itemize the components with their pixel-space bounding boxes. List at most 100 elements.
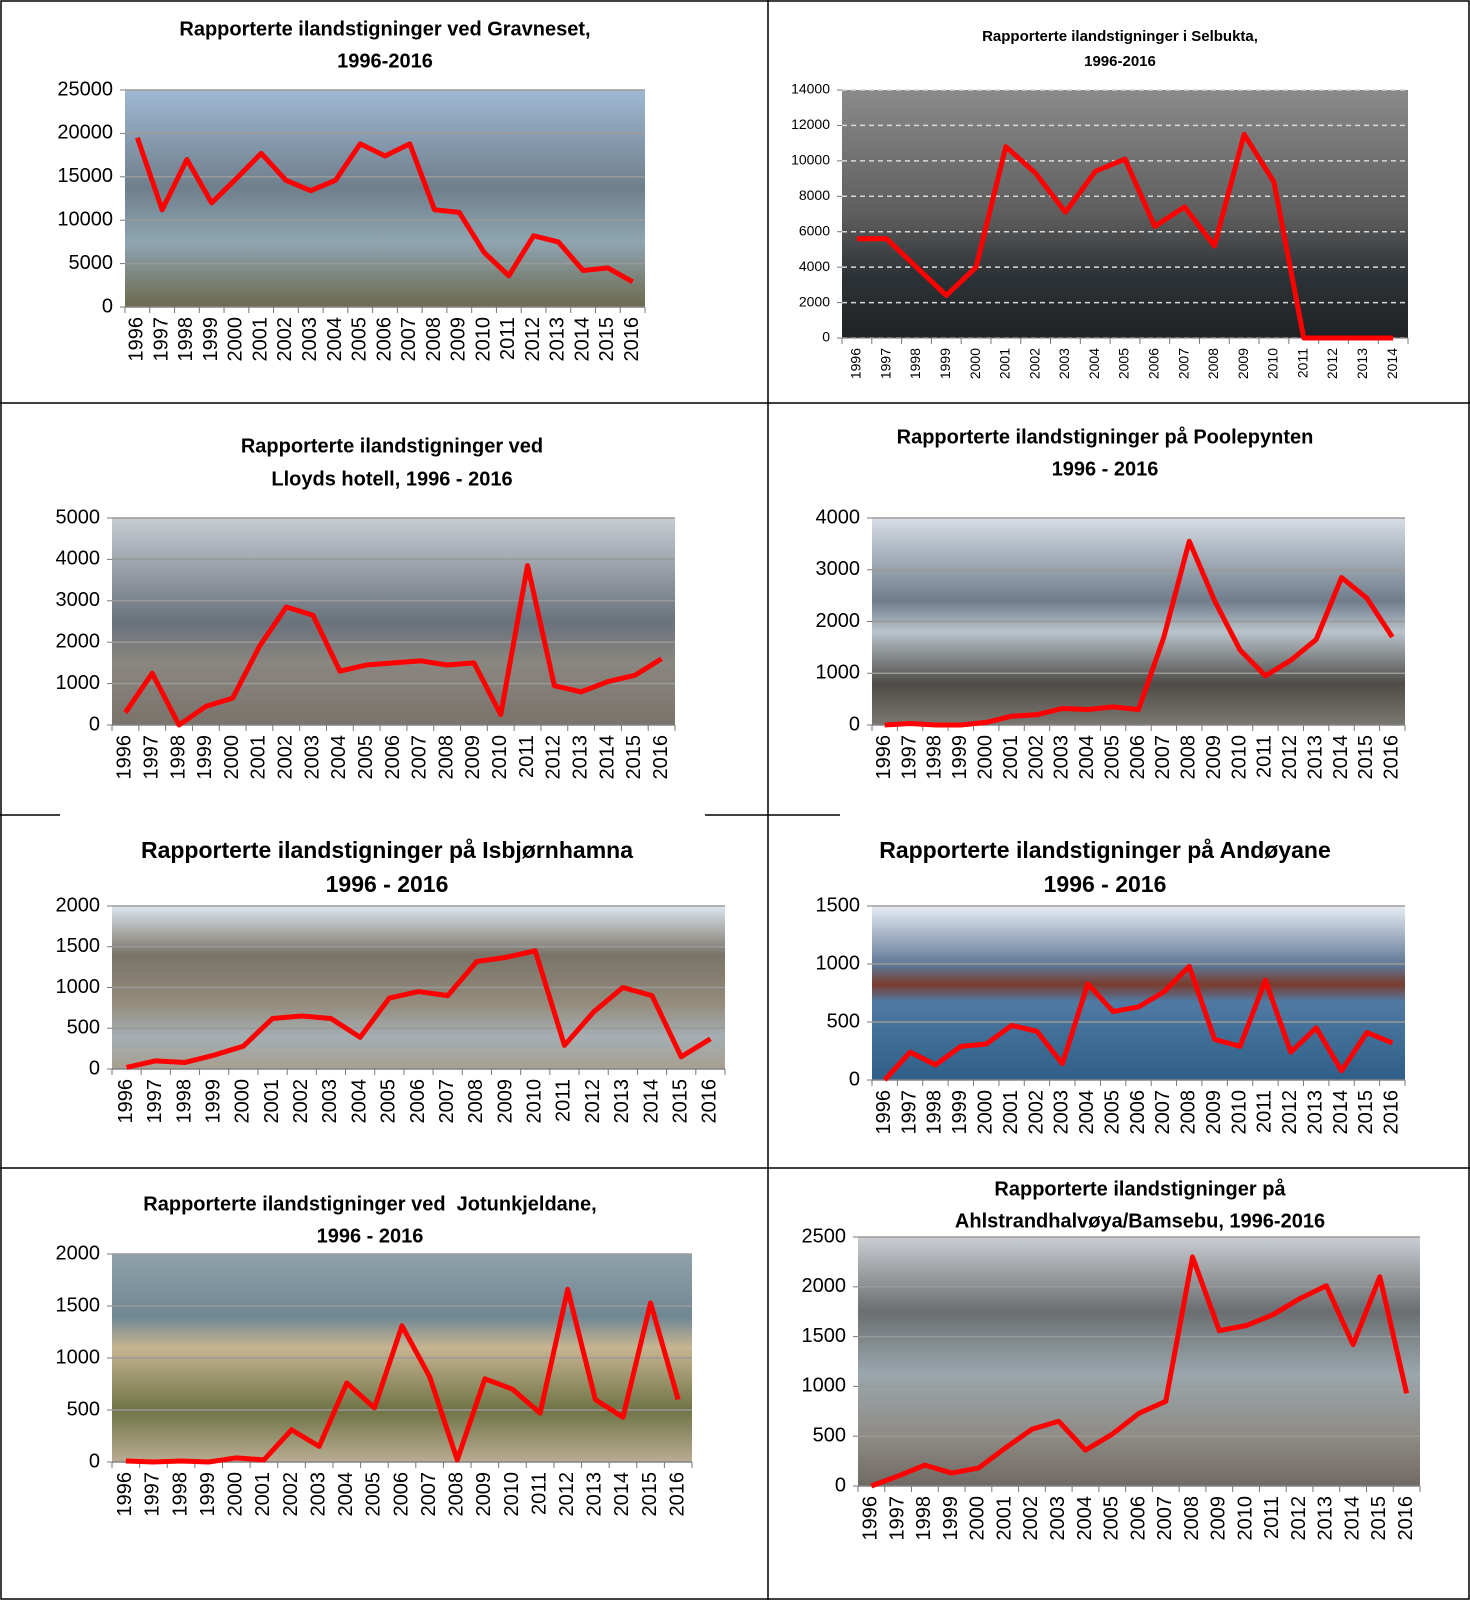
x-tick-label: 2012	[522, 317, 544, 362]
chart-title: Rapporterte ilandstigninger på	[994, 1177, 1286, 1200]
y-tick-label: 20000	[57, 122, 113, 144]
y-tick-label: 25000	[57, 78, 113, 100]
x-tick-label: 2002	[1025, 1090, 1047, 1135]
x-tick-label: 2005	[1101, 1090, 1123, 1135]
y-tick-label: 8000	[799, 187, 830, 203]
x-tick-label: 2015	[596, 317, 618, 362]
x-tick-label: 1997	[877, 348, 893, 379]
chart-title: Lloyds hotell, 1996 - 2016	[271, 468, 512, 490]
x-tick-label: 2005	[1101, 735, 1123, 780]
y-tick-label: 2000	[799, 293, 830, 309]
x-tick-label: 2014	[1384, 348, 1400, 379]
x-tick-label: 2011	[1261, 1496, 1283, 1539]
x-tick-label: 2000	[221, 735, 243, 780]
x-tick-label: 2011	[553, 1079, 575, 1122]
chart: Rapporterte ilandstigninger ved Jotunkje…	[56, 1193, 693, 1517]
x-tick-label: 2016	[650, 735, 672, 780]
x-tick-label: 1996	[126, 317, 148, 362]
x-tick-label: 2013	[1304, 735, 1326, 780]
y-tick-label: 0	[822, 329, 830, 345]
x-tick-label: 1998	[175, 317, 197, 362]
x-tick-label: 1999	[937, 348, 953, 379]
x-tick-label: 2000	[967, 348, 983, 379]
x-tick-label: 2008	[465, 1079, 487, 1124]
chart-title: Rapporterte ilandstigninger ved Gravnese…	[179, 18, 590, 40]
x-tick-label: 2013	[547, 317, 569, 362]
x-tick-label: 2011	[528, 1472, 550, 1515]
y-tick-label: 2000	[56, 630, 101, 652]
x-tick-label: 2010	[1265, 348, 1281, 379]
data-line	[126, 948, 712, 1070]
x-tick-label: 2014	[596, 735, 618, 780]
chart-title: Rapporterte ilandstigninger i Selbukta,	[982, 28, 1258, 45]
chart-title: 1996 - 2016	[326, 871, 449, 897]
x-tick-label: 2012	[1324, 348, 1340, 379]
x-tick-label: 2007	[1154, 1496, 1176, 1541]
chart: Rapporterte ilandstigninger på Andøyane 1…	[816, 837, 1406, 1135]
x-tick-label: 2016	[699, 1079, 721, 1124]
y-tick-label: 12000	[791, 116, 830, 132]
chart-title: Rapporterte ilandstigninger på Andøyane	[879, 837, 1331, 863]
y-tick-label: 6000	[799, 222, 830, 238]
x-tick-label: 2012	[556, 1472, 578, 1517]
x-tick-label: 2002	[1026, 348, 1042, 379]
y-tick-label: 4000	[56, 548, 101, 570]
x-tick-label: 2012	[1279, 1090, 1301, 1135]
x-tick-label: 1998	[167, 735, 189, 780]
x-tick-label: 2005	[1116, 348, 1132, 379]
x-tick-label: 2006	[1145, 348, 1161, 379]
x-tick-label: 2002	[274, 317, 296, 362]
x-tick-label: 2013	[569, 735, 591, 780]
y-tick-label: 10000	[791, 152, 830, 168]
x-tick-label: 2000	[232, 1079, 254, 1124]
x-tick-label: 2008	[423, 317, 445, 362]
y-tick-label: 0	[89, 713, 100, 735]
x-tick-label: 2005	[355, 735, 377, 780]
x-tick-label: 2007	[1175, 348, 1191, 379]
x-tick-label: 1999	[949, 735, 971, 780]
x-tick-label: 2010	[524, 1079, 546, 1124]
x-tick-label: 2006	[1127, 1090, 1149, 1135]
x-tick-label: 2009	[1203, 1090, 1225, 1135]
x-tick-label: 2012	[582, 1079, 604, 1124]
x-tick-label: 2016	[1381, 735, 1403, 780]
x-tick-label: 2006	[390, 1472, 412, 1517]
x-tick-label: 2015	[623, 735, 645, 780]
y-tick-label: 1500	[56, 935, 101, 957]
chart: Rapporterte ilandstigninger ved Gravnese…	[57, 18, 646, 362]
x-tick-label: 2001	[261, 1079, 283, 1124]
x-tick-label: 1996	[848, 348, 864, 379]
plot-background	[858, 1237, 1420, 1486]
x-tick-label: 1999	[202, 1079, 224, 1124]
y-tick-label: 2000	[56, 894, 101, 916]
chart: Rapporterte ilandstigninger ved Lloyds ho…	[56, 435, 676, 780]
y-tick-label: 500	[67, 1398, 100, 1420]
y-tick-label: 1000	[816, 662, 861, 684]
y-tick-label: 1000	[802, 1375, 847, 1397]
x-tick-label: 2001	[1000, 1090, 1022, 1135]
y-tick-label: 0	[849, 713, 860, 735]
y-tick-label: 0	[89, 1057, 100, 1079]
x-tick-label: 1996	[873, 1090, 895, 1135]
x-tick-label: 1997	[144, 1079, 166, 1124]
x-tick-label: 2010	[489, 735, 511, 780]
x-tick-label: 2002	[280, 1472, 302, 1517]
x-tick-label: 2007	[418, 1472, 440, 1517]
x-tick-label: 2001	[248, 735, 270, 780]
x-tick-label: 2014	[571, 317, 593, 362]
y-tick-label: 500	[827, 1010, 860, 1032]
x-tick-label: 2002	[290, 1079, 312, 1124]
x-tick-label: 2016	[1395, 1496, 1417, 1541]
chart: Rapporterte ilandstigninger på Ahlstrandh…	[802, 1177, 1421, 1541]
y-tick-label: 2500	[802, 1225, 847, 1247]
y-tick-label: 1000	[56, 1346, 101, 1368]
y-tick-label: 1000	[816, 952, 861, 974]
x-tick-label: 2001	[1000, 735, 1022, 780]
y-tick-label: 500	[67, 1017, 100, 1039]
x-tick-label: 2005	[378, 1079, 400, 1124]
x-tick-label: 2009	[1203, 735, 1225, 780]
x-tick-label: 2000	[974, 735, 996, 780]
x-tick-label: 1996	[860, 1496, 882, 1541]
